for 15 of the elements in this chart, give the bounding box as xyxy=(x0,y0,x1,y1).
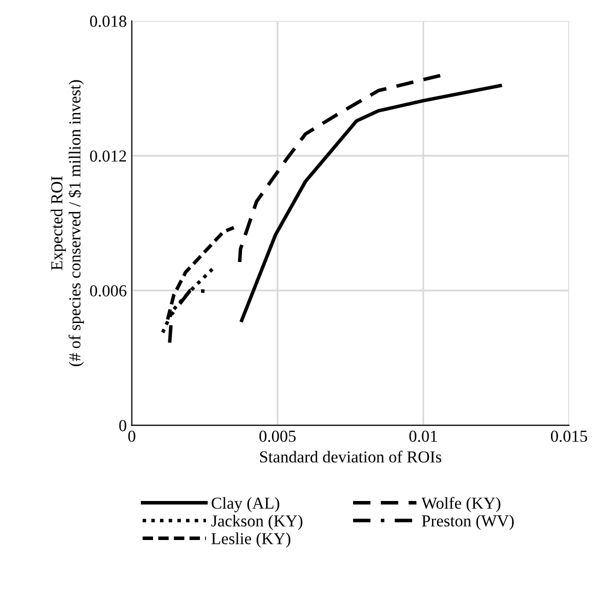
x-tick-label: 0.015 xyxy=(550,430,588,442)
legend-label: Leslie (KY) xyxy=(211,532,290,548)
y-axis-title: Expected ROI (# of species conserved / $1 million invest) xyxy=(50,80,84,366)
legend-label: Jackson (KY) xyxy=(211,514,302,530)
legend-label: Clay (AL) xyxy=(212,497,280,512)
x-tick-label: 0.01 xyxy=(409,430,437,442)
x-tick-label: 0 xyxy=(128,430,136,442)
y-tick-label: 0.012 xyxy=(90,150,126,162)
legend-label: Wolfe (KY) xyxy=(421,496,500,512)
y-tick-label: 0.018 xyxy=(90,16,126,27)
legend-label: Preston (WV) xyxy=(422,514,514,530)
x-axis-title: Standard deviation of ROIs xyxy=(260,450,442,463)
y-tick-label: 0.006 xyxy=(90,285,126,297)
x-tick-label: 0.005 xyxy=(259,430,296,442)
y-tick-label: 0 xyxy=(119,420,126,432)
